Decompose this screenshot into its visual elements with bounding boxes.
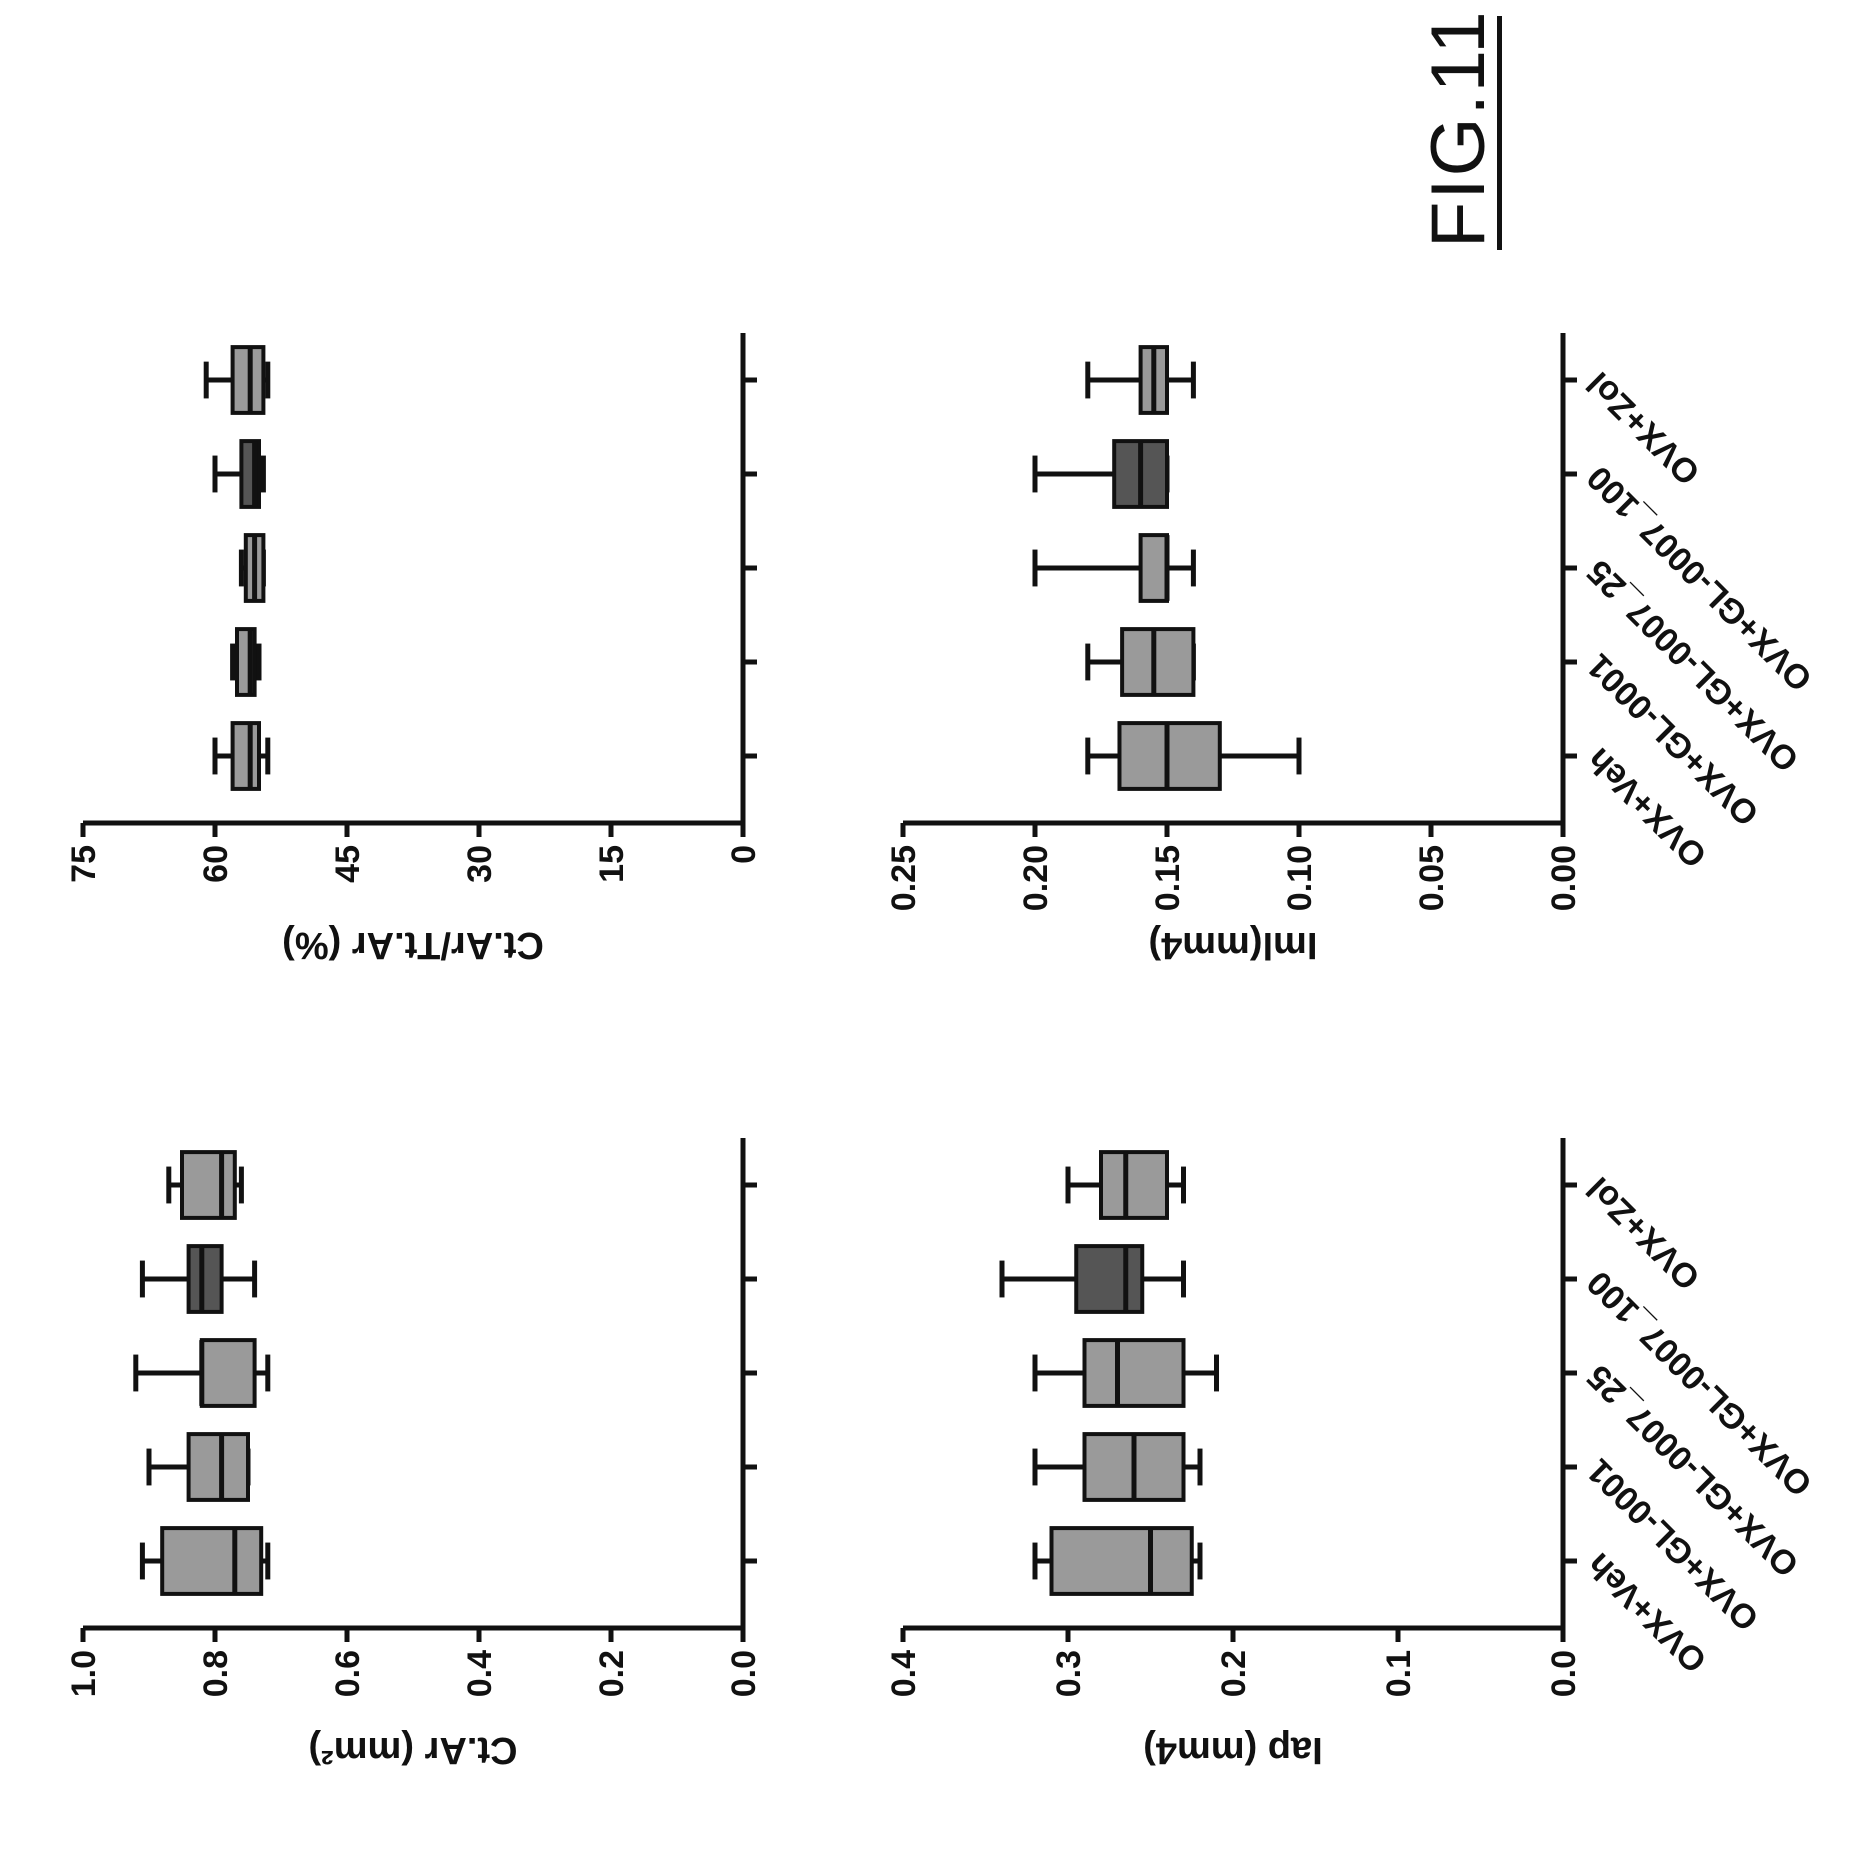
y-tick-label: 30: [461, 845, 499, 883]
box-ovx-zol: [203, 345, 271, 415]
box-ovx-gl-0007-100: [999, 1244, 1186, 1314]
y-axis-label: Ct.Ar/Tt.Ar (%): [282, 924, 544, 966]
box-ovx-gl-0001: [1032, 1432, 1203, 1502]
y-tick-label: 0: [725, 845, 763, 864]
y-tick-label: 0.0: [1545, 1650, 1583, 1697]
box-body: [186, 1432, 251, 1502]
y-tick-label: 0.15: [1149, 845, 1187, 911]
y-tick-label: 0.25: [885, 845, 923, 911]
box-ovx-gl-0001: [1085, 627, 1196, 697]
y-axis-label: Ct.Ar (mm²): [309, 1729, 518, 1771]
box-ovx-gl-0007-100: [139, 1244, 258, 1314]
chart-svg: 0.000.050.100.150.200.25Iml(mm4)OVX+VehO…: [885, 333, 1820, 966]
chart-iap: 0.0 0.1 0.2 0.3 0.4 Iap (mm4) OVX+Veh OVX+GL-00…: [875, 1078, 1875, 1778]
box-body: [186, 1244, 224, 1314]
y-axis-label: Iml(mm4): [1149, 924, 1318, 966]
box-body: [160, 1526, 264, 1596]
x-tick-label: OVX+GL-0001: [1580, 1451, 1767, 1638]
y-tick-label: 0.4: [885, 1650, 923, 1697]
box-ovx-gl-0001: [146, 1432, 251, 1502]
box-ovx-gl-0007-100: [212, 439, 266, 509]
figure-label-underline: [1497, 16, 1502, 250]
y-axis-label: Iap (mm4): [1143, 1729, 1322, 1771]
box-body: [1099, 1150, 1169, 1220]
box-body: [180, 1150, 237, 1220]
y-tick-label: 0.6: [329, 1650, 367, 1697]
box-ovx-gl-0007-100: [1032, 439, 1170, 509]
box-body: [1120, 627, 1196, 697]
box-ovx-zol: [1065, 1150, 1186, 1220]
y-tick-label: 0.00: [1545, 845, 1583, 911]
box-body: [1117, 721, 1222, 791]
y-tick-label: 0.8: [197, 1650, 235, 1697]
y-tick-label: 45: [329, 845, 367, 883]
box-ovx-veh: [1085, 721, 1302, 791]
y-tick-label: 0.2: [1215, 1650, 1253, 1697]
y-tick-label: 0.05: [1413, 845, 1451, 911]
box-body: [1049, 1526, 1194, 1596]
chart-iml: 0.00 0.05 0.10 0.15 0.20 0.25 Iml(mm4) OVX+Veh O…: [875, 273, 1875, 973]
figure-label: FIG.11: [1416, 9, 1501, 248]
chart-ct-ar-tt-ar: 0 15 30 45 60 75 Ct.Ar/Tt.Ar (%): [55, 273, 910, 973]
box-ovx-veh: [212, 721, 271, 791]
y-tick-label: 0.1: [1380, 1650, 1418, 1697]
box-ovx-zol: [1085, 345, 1196, 415]
box-body: [199, 1338, 257, 1408]
box-body: [230, 721, 262, 791]
box-ovx-zol: [166, 1150, 244, 1220]
chart-svg: 0.0 0.2 0.4 0.6 0.8 1.0 Ct.Ar (mm²): [65, 1138, 763, 1771]
y-tick-label: 0.4: [461, 1650, 499, 1697]
y-tick-label: 1.0: [65, 1650, 103, 1697]
box-body: [1074, 1244, 1145, 1314]
y-tick-label: 0.0: [725, 1650, 763, 1697]
y-tick-label: 15: [593, 845, 631, 883]
box-ovx-gl-0007-25: [1032, 533, 1196, 603]
box-body: [1082, 1338, 1186, 1408]
chart-svg: 0 15 30 45 60 75 Ct.Ar/Tt.Ar (%): [65, 333, 763, 966]
box-ovx-gl-0001: [230, 627, 262, 697]
y-tick-label: 0.3: [1050, 1650, 1088, 1697]
box-ovx-gl-0007-25: [238, 533, 266, 603]
x-tick-label: OVX+GL-0001: [1580, 646, 1767, 833]
y-tick-label: 0.2: [593, 1650, 631, 1697]
box-body: [1138, 533, 1170, 603]
y-tick-label: 0.20: [1017, 845, 1055, 911]
box-ovx-veh: [139, 1526, 271, 1596]
y-tick-label: 75: [65, 845, 103, 883]
y-tick-label: 60: [197, 845, 235, 883]
chart-ct-ar: 0.0 0.2 0.4 0.6 0.8 1.0 Ct.Ar (mm²): [55, 1078, 910, 1778]
box-ovx-gl-0007-25: [1032, 1338, 1219, 1408]
box-ovx-gl-0007-25: [133, 1338, 271, 1408]
box-ovx-veh: [1032, 1526, 1203, 1596]
y-tick-label: 0.10: [1281, 845, 1319, 911]
